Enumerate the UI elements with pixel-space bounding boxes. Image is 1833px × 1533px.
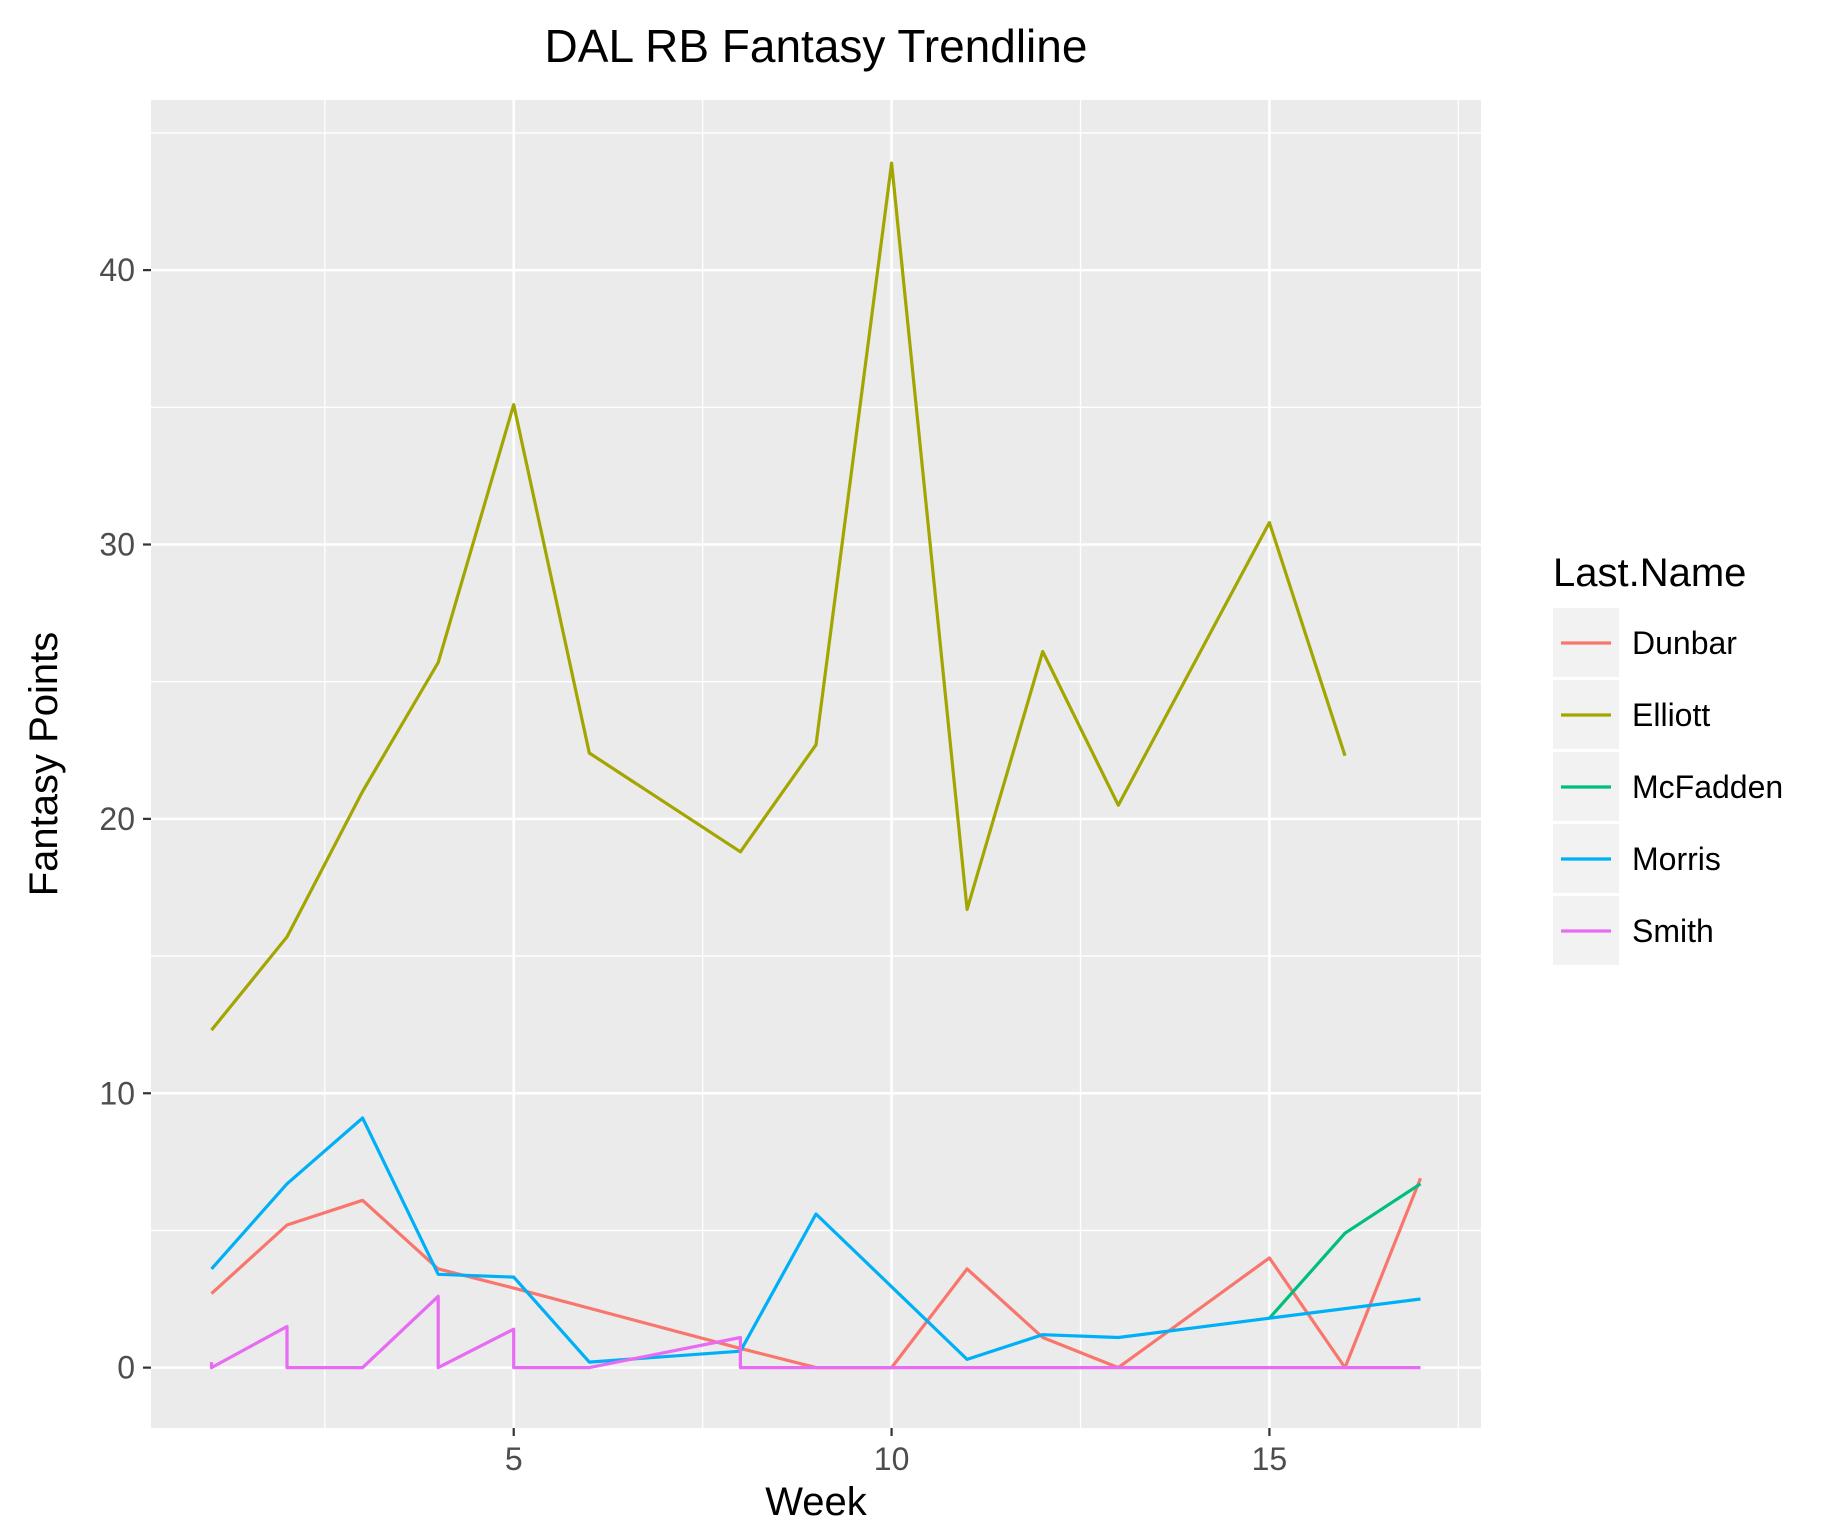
series-layer <box>209 161 1422 1370</box>
x-tick-label: 15 <box>1252 1441 1288 1477</box>
series-line-elliott <box>210 161 1347 1032</box>
x-tick-label: 10 <box>874 1441 910 1477</box>
y-tick-label: 0 <box>117 1350 135 1386</box>
series-line-mcfadden <box>1268 1182 1422 1320</box>
legend-label-smith: Smith <box>1632 913 1714 949</box>
legend-label-dunbar: Dunbar <box>1632 625 1737 661</box>
legend-label-elliott: Elliott <box>1632 697 1710 733</box>
y-tick-label: 20 <box>99 801 135 837</box>
y-axis-label: Fantasy Points <box>22 632 66 897</box>
legend-label-morris: Morris <box>1632 841 1721 877</box>
x-tick-label: 5 <box>505 1441 523 1477</box>
legend-title: Last.Name <box>1553 551 1746 595</box>
grid-minor <box>151 100 1481 1428</box>
tick-labels: 5 10 15 0 10 20 30 40 <box>99 252 1287 1477</box>
y-tick-label: 40 <box>99 252 135 288</box>
series-line-smith <box>209 1294 1421 1370</box>
y-tick-label: 30 <box>99 526 135 562</box>
axis-ticks <box>143 269 1271 1436</box>
plot-panel <box>151 100 1481 1428</box>
x-axis-label: Week <box>765 1480 868 1524</box>
y-tick-label: 10 <box>99 1075 135 1111</box>
legend: Last.Name Dunbar Elliott McFadden Morris Smi… <box>1553 551 1783 965</box>
legend-label-mcfadden: McFadden <box>1632 769 1783 805</box>
chart-title: DAL RB Fantasy Trendline <box>545 20 1088 72</box>
